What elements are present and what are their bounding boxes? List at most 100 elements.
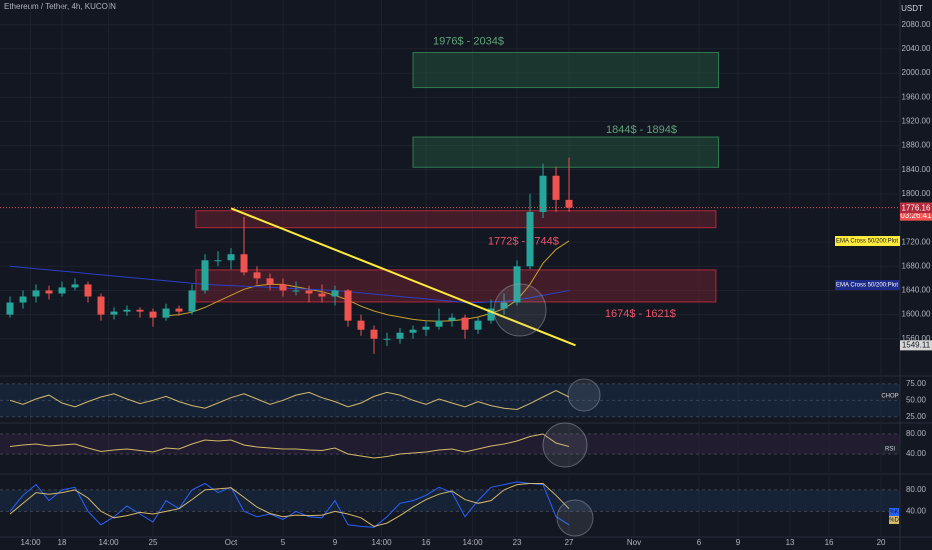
y-tick-label: 75.00 bbox=[906, 379, 927, 388]
ema-line bbox=[9, 265, 570, 303]
highlight-circle bbox=[493, 283, 547, 337]
zone-label: 1844$ - 1894$ bbox=[606, 124, 677, 136]
y-tick-label: 1720.00 bbox=[902, 237, 931, 246]
x-tick-label: 16 bbox=[825, 538, 834, 547]
price-tag-label: 1549.11 bbox=[902, 340, 931, 349]
zone bbox=[412, 52, 720, 89]
price-tag bbox=[900, 340, 932, 351]
x-tick-label: 9 bbox=[333, 538, 338, 547]
x-tick-label: 5 bbox=[281, 538, 286, 547]
indicator-line bbox=[9, 389, 570, 411]
y-tick-label: 1800.00 bbox=[902, 189, 931, 198]
candle-body bbox=[487, 308, 495, 321]
x-tick-label: 25 bbox=[149, 538, 158, 547]
candle-body bbox=[461, 317, 469, 330]
y-tick-label: 1560.00 bbox=[902, 334, 931, 343]
band-fill bbox=[0, 383, 900, 417]
candle-body bbox=[266, 278, 274, 285]
indicator-tag-label: EMA Cross 50/200:Plot bbox=[836, 239, 898, 245]
y-tick-label: 1840.00 bbox=[902, 165, 931, 174]
x-tick-label: 20 bbox=[877, 538, 886, 547]
candle-body bbox=[110, 311, 118, 315]
candle-body bbox=[331, 290, 339, 297]
y-tick-label: 80.00 bbox=[906, 485, 927, 494]
candle-body bbox=[539, 175, 547, 212]
zone-label: 1674$ - 1621$ bbox=[605, 308, 676, 320]
indicator-name-bg bbox=[880, 392, 900, 400]
candle-body bbox=[292, 290, 300, 292]
indicator-name-bg bbox=[889, 508, 899, 516]
zone bbox=[412, 136, 720, 168]
y-tick-label: 2040.00 bbox=[902, 44, 931, 53]
candle-body bbox=[448, 317, 456, 321]
x-tick-label: Oct bbox=[225, 538, 238, 547]
indicator-name: RSI bbox=[885, 447, 895, 453]
candle-body bbox=[123, 309, 131, 312]
y-tick-label: 40.00 bbox=[906, 506, 927, 515]
x-tick-label: 6 bbox=[697, 538, 702, 547]
x-tick-label: 27 bbox=[565, 538, 574, 547]
y-tick-label: 25.00 bbox=[906, 412, 927, 421]
candle-body bbox=[552, 175, 560, 200]
price-tag bbox=[900, 203, 932, 214]
indicator-line bbox=[9, 483, 570, 527]
candle-body bbox=[305, 290, 313, 294]
candle-body bbox=[500, 302, 508, 309]
candle-body bbox=[565, 199, 573, 208]
highlight-circle bbox=[556, 499, 594, 537]
candle-body bbox=[45, 290, 53, 294]
candle-body bbox=[71, 284, 79, 288]
x-tick-label: 18 bbox=[58, 538, 67, 547]
x-tick-label: 14:00 bbox=[21, 538, 42, 547]
x-tick-label: 9 bbox=[736, 538, 741, 547]
y-tick-label: 1920.00 bbox=[902, 116, 931, 125]
indicator-name: %K bbox=[889, 510, 898, 516]
x-tick-label: 16 bbox=[422, 538, 431, 547]
y-tick-label: 1640.00 bbox=[902, 286, 931, 295]
candle-body bbox=[136, 309, 144, 312]
zone bbox=[195, 210, 717, 229]
highlight-circle bbox=[567, 378, 601, 412]
indicator-name: %D bbox=[889, 518, 899, 524]
candle-body bbox=[474, 320, 482, 330]
candle-body bbox=[97, 296, 105, 315]
candle-body bbox=[149, 311, 157, 318]
candle-body bbox=[84, 284, 92, 297]
candle-body bbox=[214, 260, 222, 262]
candle-body bbox=[279, 284, 287, 291]
x-tick-label: 23 bbox=[513, 538, 522, 547]
candle-body bbox=[435, 320, 443, 327]
x-tick-label: 14:00 bbox=[99, 538, 120, 547]
zone-label: 1772$ - 1744$ bbox=[488, 236, 559, 248]
indicator-tag bbox=[835, 236, 900, 246]
candle-body bbox=[370, 329, 378, 339]
candle-body bbox=[188, 290, 196, 312]
candle-body bbox=[253, 272, 261, 279]
candle-body bbox=[162, 308, 170, 318]
x-tick-label: Nov bbox=[627, 538, 641, 547]
indicator-name: CHOP bbox=[881, 394, 898, 400]
indicator-line bbox=[9, 433, 570, 459]
x-tick-label: 14:00 bbox=[372, 538, 393, 547]
y-tick-label: 1600.00 bbox=[902, 310, 931, 319]
indicator-tag bbox=[835, 280, 900, 290]
price-tag-label: 1776.16 bbox=[902, 203, 931, 212]
indicator-name-bg bbox=[880, 445, 900, 453]
candle-body bbox=[19, 296, 27, 303]
x-tick-label: 13 bbox=[786, 538, 795, 547]
currency-label: USDT bbox=[901, 4, 923, 13]
x-tick-label: 14:00 bbox=[463, 538, 484, 547]
candle-body bbox=[201, 260, 209, 291]
band-fill bbox=[0, 434, 900, 454]
candle-body bbox=[422, 326, 430, 330]
y-tick-label: 1680.00 bbox=[902, 261, 931, 270]
candle-body bbox=[6, 302, 14, 315]
candle-body bbox=[357, 320, 365, 330]
band-fill bbox=[0, 489, 900, 512]
y-tick-label: 2000.00 bbox=[902, 68, 931, 77]
candle-body bbox=[32, 290, 40, 297]
candle-body bbox=[344, 290, 352, 321]
candle-body bbox=[396, 332, 404, 339]
y-tick-label: 2080.00 bbox=[902, 20, 931, 29]
candle-body bbox=[409, 329, 417, 333]
